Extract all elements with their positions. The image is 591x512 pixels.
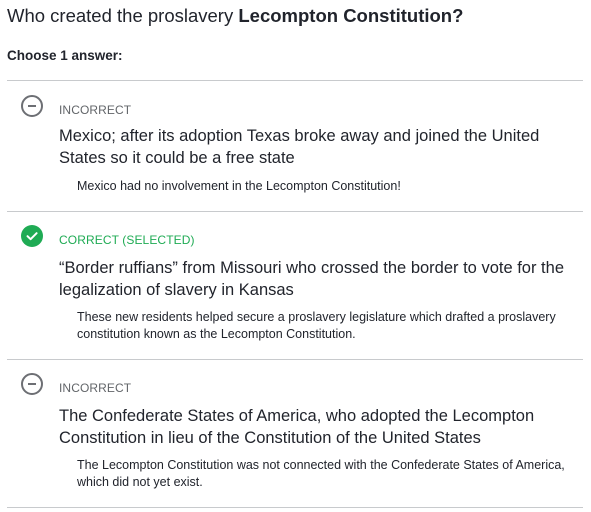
minus-circle-icon	[21, 373, 43, 395]
divider	[7, 359, 583, 360]
check-circle-icon	[21, 225, 43, 247]
choice-answer-text: The Confederate States of America, who a…	[59, 407, 535, 447]
choice-answer-text: Mexico; after its adoption Texas broke a…	[59, 127, 540, 167]
question-text: Who created the proslavery Lecompton Con…	[7, 4, 463, 28]
choice-status: INCORRECT	[59, 381, 132, 395]
answer-choice-1[interactable]: INCORRECT Mexico; after its adoption Tex…	[0, 81, 591, 211]
choice-feedback: Mexico had no involvement in the Lecompt…	[77, 179, 401, 193]
minus-circle-icon	[21, 95, 43, 117]
choice-feedback: The Lecompton Constitution was not conne…	[77, 458, 565, 489]
question-prefix: Who created the proslavery	[7, 5, 239, 26]
divider	[7, 507, 583, 508]
choice-status: INCORRECT	[59, 103, 132, 117]
divider	[7, 80, 583, 81]
choose-instruction: Choose 1 answer:	[7, 48, 123, 63]
answer-choice-2[interactable]: CORRECT (SELECTED) “Border ruffians” fro…	[0, 212, 591, 359]
answer-choice-3[interactable]: INCORRECT The Confederate States of Amer…	[0, 360, 591, 507]
choice-answer-text: “Border ruffians” from Missouri who cros…	[59, 259, 564, 299]
choice-feedback: These new residents helped secure a pros…	[77, 310, 556, 341]
divider	[7, 211, 583, 212]
question-emphasis: Lecompton Constitution?	[238, 5, 464, 26]
choice-status: CORRECT (SELECTED)	[59, 233, 195, 247]
